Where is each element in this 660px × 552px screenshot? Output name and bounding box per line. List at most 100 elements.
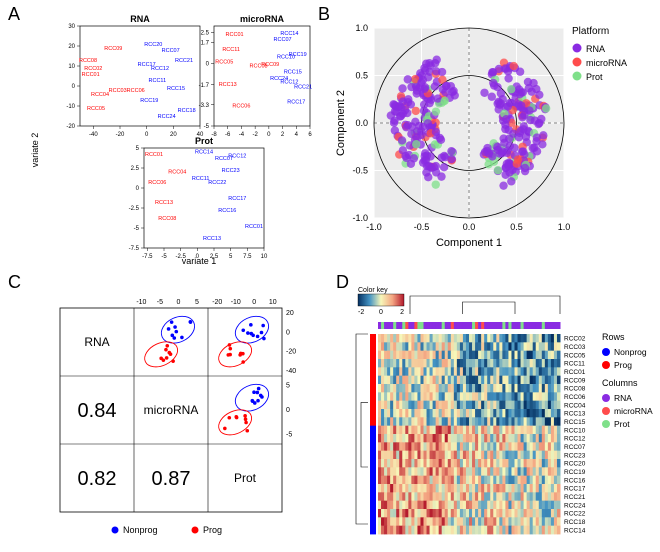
svg-text:RNA: RNA (586, 44, 605, 54)
svg-text:RCC02: RCC02 (84, 66, 102, 72)
svg-text:-7.5: -7.5 (142, 254, 153, 260)
svg-text:RCC17: RCC17 (564, 486, 586, 493)
svg-text:RCC22: RCC22 (564, 511, 586, 518)
svg-text:0.5: 0.5 (355, 71, 368, 81)
svg-text:-2.5: -2.5 (175, 254, 186, 260)
svg-text:5: 5 (229, 254, 233, 260)
svg-text:RCC17: RCC17 (138, 62, 156, 68)
svg-text:RCC16: RCC16 (564, 477, 586, 484)
panel-b: -1.0-1.0-0.5-0.50.00.00.50.51.01.0Compon… (332, 10, 652, 268)
svg-text:RCC12: RCC12 (564, 436, 586, 443)
svg-text:RCC10: RCC10 (564, 427, 586, 434)
svg-text:RNA: RNA (84, 335, 109, 349)
svg-text:0: 0 (136, 186, 140, 192)
svg-text:-1.0: -1.0 (352, 213, 368, 223)
svg-text:RCC01: RCC01 (564, 369, 586, 376)
svg-text:microRNA: microRNA (586, 58, 627, 68)
svg-text:0: 0 (252, 299, 256, 306)
svg-text:RNA: RNA (130, 14, 150, 24)
svg-text:-2.5: -2.5 (129, 206, 140, 212)
svg-text:2.5: 2.5 (131, 166, 140, 172)
svg-text:RCC14: RCC14 (280, 31, 298, 37)
svg-text:4: 4 (295, 132, 299, 138)
svg-text:RCC11: RCC11 (192, 176, 210, 182)
svg-text:-40: -40 (286, 368, 296, 375)
svg-text:RCC24: RCC24 (564, 502, 586, 509)
svg-text:RCC08: RCC08 (158, 216, 176, 222)
svg-text:-0.5: -0.5 (414, 222, 430, 232)
panel-label-a: A (8, 4, 20, 25)
svg-text:RCC01: RCC01 (82, 72, 100, 78)
svg-text:RCC04: RCC04 (168, 170, 186, 176)
svg-text:-5: -5 (204, 124, 210, 130)
svg-text:RCC18: RCC18 (178, 108, 196, 114)
svg-text:0.0: 0.0 (463, 222, 476, 232)
svg-text:RCC13: RCC13 (219, 82, 237, 88)
svg-text:0: 0 (72, 84, 76, 90)
svg-text:RCC11: RCC11 (564, 361, 585, 368)
svg-text:RCC18: RCC18 (564, 519, 586, 526)
panel-label-c: C (8, 272, 21, 293)
svg-text:-6: -6 (225, 132, 231, 138)
svg-text:20: 20 (286, 310, 294, 317)
svg-text:Prog: Prog (614, 360, 632, 370)
svg-text:RCC19: RCC19 (564, 469, 586, 476)
svg-text:-20: -20 (286, 349, 296, 356)
svg-text:RCC14: RCC14 (195, 150, 213, 156)
svg-text:-5: -5 (286, 431, 292, 438)
svg-text:RCC01: RCC01 (145, 152, 163, 158)
svg-text:microRNA: microRNA (144, 403, 199, 417)
svg-text:RCC14: RCC14 (564, 527, 586, 534)
panel-label-b: B (318, 4, 330, 25)
svg-text:RCC17: RCC17 (287, 100, 305, 106)
svg-text:RCC02: RCC02 (564, 336, 586, 343)
svg-text:-10: -10 (136, 299, 146, 306)
svg-text:RCC19: RCC19 (140, 98, 158, 104)
svg-text:RCC04: RCC04 (91, 92, 109, 98)
svg-text:-5: -5 (157, 299, 163, 306)
svg-text:-10: -10 (231, 299, 241, 306)
svg-text:2: 2 (281, 132, 285, 138)
svg-text:0: 0 (267, 132, 271, 138)
svg-text:RCC09: RCC09 (261, 62, 279, 68)
svg-text:RCC20: RCC20 (564, 461, 586, 468)
svg-text:-3.3: -3.3 (199, 103, 210, 109)
svg-text:-4: -4 (239, 132, 245, 138)
panel-d: Color key-202RCC02RCC03RCC05RCC11RCC01RC… (350, 282, 656, 548)
svg-text:0: 0 (379, 309, 383, 316)
svg-text:microRNA: microRNA (240, 14, 285, 24)
svg-text:-20: -20 (116, 132, 125, 138)
svg-text:RCC21: RCC21 (175, 58, 193, 64)
svg-text:-20: -20 (66, 124, 75, 130)
svg-text:-2: -2 (358, 309, 364, 316)
svg-text:2.5: 2.5 (201, 30, 210, 36)
svg-text:Prot: Prot (195, 136, 213, 146)
svg-text:0: 0 (145, 132, 149, 138)
svg-text:RCC09: RCC09 (104, 46, 122, 52)
svg-text:RCC13: RCC13 (564, 411, 586, 418)
svg-text:Nonprog: Nonprog (123, 525, 158, 535)
svg-text:Prot: Prot (234, 471, 257, 485)
svg-text:RCC08: RCC08 (564, 386, 586, 393)
svg-text:-20: -20 (212, 299, 222, 306)
svg-text:2.5: 2.5 (210, 254, 219, 260)
svg-text:0: 0 (206, 62, 210, 68)
svg-text:RCC06: RCC06 (148, 180, 166, 186)
svg-text:RCC20: RCC20 (144, 42, 162, 48)
svg-text:RCC21: RCC21 (564, 494, 586, 501)
svg-text:6: 6 (308, 132, 312, 138)
svg-text:-5: -5 (134, 226, 140, 232)
svg-text:RCC15: RCC15 (284, 70, 302, 76)
svg-text:RCC16: RCC16 (218, 208, 236, 214)
svg-text:5: 5 (195, 299, 199, 306)
svg-text:0: 0 (286, 329, 290, 336)
panel-c: -10-505-20-10010-40-20020-505RNA0.84micr… (24, 290, 324, 546)
svg-text:7.5: 7.5 (243, 254, 252, 260)
svg-text:RCC13: RCC13 (203, 236, 221, 242)
svg-text:30: 30 (68, 24, 75, 30)
svg-text:-2: -2 (252, 132, 258, 138)
svg-text:-7.5: -7.5 (129, 246, 140, 252)
svg-text:RCC23: RCC23 (564, 452, 586, 459)
svg-text:0.5: 0.5 (510, 222, 523, 232)
svg-text:Columns: Columns (602, 378, 638, 388)
